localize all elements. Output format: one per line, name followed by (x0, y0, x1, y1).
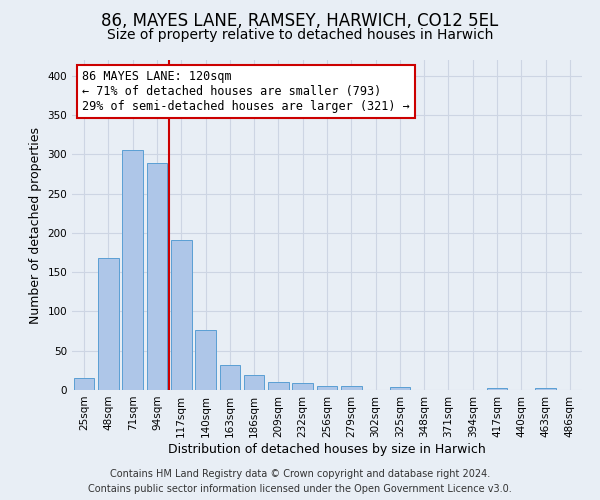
Text: Contains HM Land Registry data © Crown copyright and database right 2024.
Contai: Contains HM Land Registry data © Crown c… (88, 469, 512, 494)
Bar (535, 388, 556, 390)
Bar (292, 383, 313, 390)
Text: 86 MAYES LANE: 120sqm
← 71% of detached houses are smaller (793)
29% of semi-det: 86 MAYES LANE: 120sqm ← 71% of detached … (82, 70, 410, 113)
X-axis label: Distribution of detached houses by size in Harwich: Distribution of detached houses by size … (168, 442, 486, 456)
Bar (122, 150, 143, 390)
Bar (74, 378, 94, 390)
Bar (268, 382, 289, 390)
Bar (389, 387, 410, 390)
Y-axis label: Number of detached properties: Number of detached properties (29, 126, 42, 324)
Bar (487, 388, 508, 390)
Bar (195, 330, 216, 390)
Bar (317, 386, 337, 390)
Text: 86, MAYES LANE, RAMSEY, HARWICH, CO12 5EL: 86, MAYES LANE, RAMSEY, HARWICH, CO12 5E… (101, 12, 499, 30)
Bar (171, 240, 191, 390)
Bar (341, 386, 362, 390)
Bar (220, 365, 240, 390)
Bar (244, 375, 265, 390)
Text: Size of property relative to detached houses in Harwich: Size of property relative to detached ho… (107, 28, 493, 42)
Bar (98, 258, 119, 390)
Bar (146, 163, 167, 390)
